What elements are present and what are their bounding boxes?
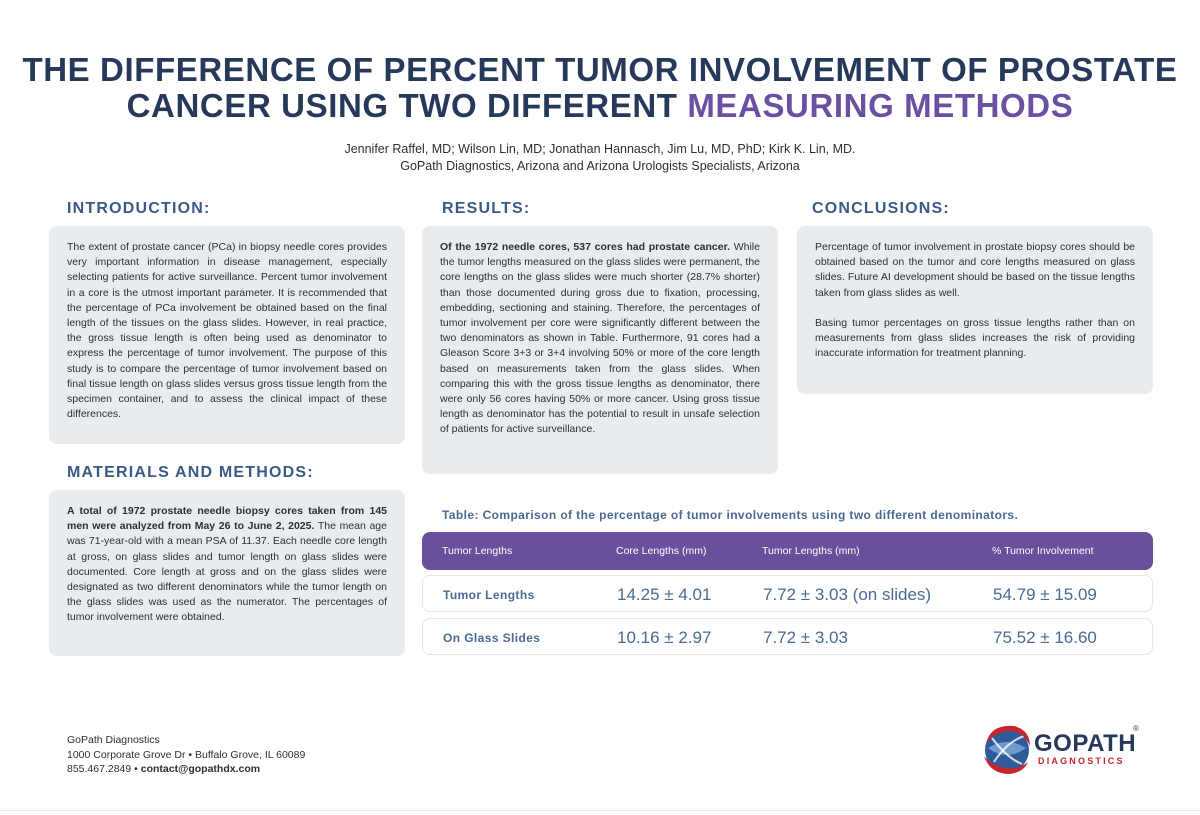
author-affiliation: GoPath Diagnostics, Arizona and Arizona …: [400, 159, 800, 173]
table-cell: 14.25 ± 4.01: [617, 585, 712, 604]
title-line-2-main: CANCER USING TWO DIFFERENT: [126, 87, 688, 124]
methods-body-text: The mean age was 71-year-old with a mean…: [67, 520, 387, 624]
table-header-cell: Tumor Lengths (mm): [762, 545, 860, 557]
results-body-text: While the tumor lengths measured on the …: [440, 241, 760, 436]
footer-address: 1000 Corporate Grove Dr • Buffalo Grove,…: [67, 748, 306, 761]
table-row-label: Tumor Lengths: [443, 588, 535, 602]
footer-phone-email: 855.467.2849 • contact@gopathdx.com: [67, 762, 305, 777]
logo-subtitle: DIAGNOSTICS: [1038, 756, 1125, 766]
footer-phone: 855.467.2849 •: [67, 763, 141, 775]
footer-email[interactable]: contact@gopathdx.com: [140, 763, 261, 775]
table-cell: 10.16 ± 2.97: [617, 628, 712, 647]
table-cell: 7.72 ± 3.03: [763, 628, 848, 647]
conclusions-paragraph-2: Basing tumor percentages on gross tissue…: [815, 316, 1135, 360]
authors-block: Jennifer Raffel, MD; Wilson Lin, MD; Jon…: [0, 141, 1200, 175]
title-line-1: THE DIFFERENCE OF PERCENT TUMOR INVOLVEM…: [22, 51, 1178, 88]
table-row: Tumor Lengths 14.25 ± 4.01 7.72 ± 3.03 (…: [422, 575, 1153, 612]
results-text: Of the 1972 needle cores, 537 cores had …: [440, 240, 760, 438]
footer-org: GoPath Diagnostics: [67, 734, 160, 746]
title-line-2-accent: MEASURING METHODS: [687, 87, 1074, 124]
results-heading: RESULTS:: [442, 200, 531, 217]
poster-title: THE DIFFERENCE OF PERCENT TUMOR INVOLVEM…: [0, 52, 1200, 124]
introduction-heading: INTRODUCTION:: [67, 200, 211, 217]
methods-card: A total of 1972 prostate needle biopsy c…: [49, 490, 405, 656]
table-cell: 75.52 ± 16.60: [993, 628, 1097, 647]
introduction-text: The extent of prostate cancer (PCa) in b…: [67, 241, 387, 421]
conclusions-heading: CONCLUSIONS:: [812, 200, 950, 217]
logo-wordmark: GOPATH: [1034, 730, 1137, 757]
conclusions-paragraph-1: Percentage of tumor involvement in prost…: [815, 241, 1135, 299]
globe-logo-icon: [984, 725, 1030, 774]
results-card: Of the 1972 needle cores, 537 cores had …: [422, 226, 778, 474]
table-caption: Table: Comparison of the percentage of t…: [442, 508, 1019, 522]
gopath-logo: GOPATH ® DIAGNOSTICS: [980, 718, 1150, 780]
table-header-row: Tumor Lengths Core Lengths (mm) Tumor Le…: [422, 532, 1153, 570]
title-line-2: CANCER USING TWO DIFFERENT MEASURING MET…: [0, 88, 1200, 124]
results-bold-text: Of the 1972 needle cores, 537 cores had …: [440, 241, 731, 253]
table-header-cell: Core Lengths (mm): [616, 545, 707, 557]
author-names: Jennifer Raffel, MD; Wilson Lin, MD; Jon…: [344, 142, 856, 156]
methods-text: A total of 1972 prostate needle biopsy c…: [67, 504, 387, 626]
table-header-cell: % Tumor Involvement: [992, 545, 1094, 557]
conclusions-card: Percentage of tumor involvement in prost…: [797, 226, 1153, 394]
bottom-divider: [0, 810, 1200, 811]
footer-contact: GoPath Diagnostics 1000 Corporate Grove …: [67, 733, 305, 777]
introduction-card: The extent of prostate cancer (PCa) in b…: [49, 226, 405, 444]
methods-bold-text: A total of 1972 prostate needle biopsy c…: [67, 505, 387, 533]
table-row-label: On Glass Slides: [443, 631, 541, 645]
table-cell: 7.72 ± 3.03 (on slides): [763, 585, 932, 604]
table-row: On Glass Slides 10.16 ± 2.97 7.72 ± 3.03…: [422, 618, 1153, 655]
table-cell: 54.79 ± 15.09: [993, 585, 1097, 604]
methods-heading: MATERIALS AND METHODS:: [67, 464, 314, 481]
table-header-cell: Tumor Lengths: [442, 545, 513, 557]
logo-registered-mark: ®: [1133, 724, 1139, 733]
